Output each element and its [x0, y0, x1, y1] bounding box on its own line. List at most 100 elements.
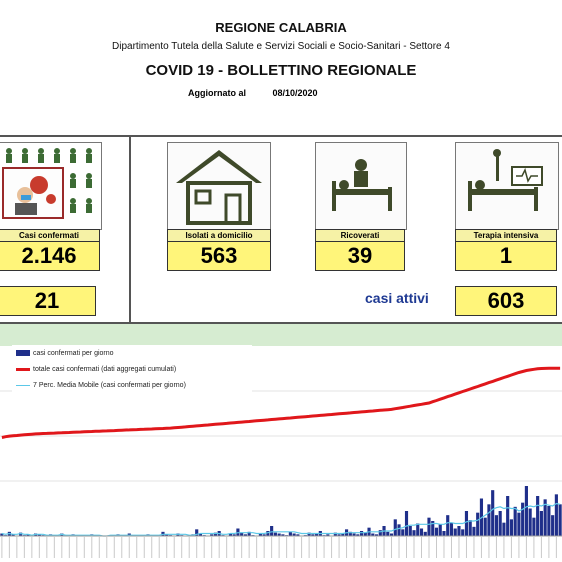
daily-cases-bar: [502, 522, 506, 536]
legend-item-moving-avg: 7 Perc. Media Mobile (casi confermati pe…: [16, 380, 186, 390]
daily-cases-bar: [442, 531, 446, 536]
daily-cases-bar: [539, 511, 543, 536]
daily-cases-bar: [333, 532, 337, 536]
daily-cases-bar: [232, 534, 236, 536]
daily-cases-bar: [393, 519, 397, 536]
daily-cases-bar: [547, 506, 551, 536]
daily-cases-bar: [449, 522, 454, 536]
daily-cases-bar: [266, 531, 270, 536]
daily-cases-bar: [296, 534, 300, 536]
intensive-care-illustration: [455, 142, 559, 230]
daily-cases-bar: [446, 515, 450, 536]
daily-cases-bar: [521, 502, 525, 536]
daily-cases-bar: [524, 486, 528, 536]
daily-cases-bar: [11, 534, 15, 536]
daily-cases-bar: [240, 532, 244, 536]
daily-cases-bar: [472, 526, 476, 536]
intensive-care-icon: [468, 149, 543, 211]
virus-people-icon: [0, 143, 101, 229]
daily-cases-bar: [423, 531, 427, 536]
hospitalized-illustration: [315, 142, 407, 230]
bulletin-title: COVID 19 - BOLLETTINO REGIONALE: [145, 62, 417, 79]
daily-cases-bar: [476, 512, 480, 536]
daily-cases-bar: [198, 533, 203, 536]
update-line: Aggiornato al 08/10/2020: [188, 88, 318, 98]
daily-cases-bar: [551, 515, 555, 536]
daily-cases-bar: [341, 533, 345, 536]
daily-cases-bar: [228, 533, 232, 536]
daily-cases-bar: [262, 534, 266, 536]
daily-cases-bar: [292, 533, 296, 536]
region-title: REGIONE CALABRIA: [215, 20, 347, 35]
daily-cases-bar: [0, 533, 4, 536]
daily-cases-bar: [270, 526, 274, 536]
daily-cases-bar: [374, 534, 379, 536]
daily-cases-bar: [464, 511, 469, 536]
daily-cases-bar: [359, 531, 364, 536]
daily-cases-bar: [356, 534, 360, 536]
daily-cases-bar: [554, 494, 558, 536]
daily-cases-bar: [404, 511, 409, 536]
daily-cases-bar: [494, 515, 499, 536]
daily-cases-bar: [543, 499, 547, 536]
confirmed-label: Casi confermati: [0, 229, 100, 241]
daily-cases-bar: [378, 530, 382, 536]
legend-item-cumulative: totale casi confermati (dati aggregati c…: [16, 364, 176, 374]
department-subtitle: Dipartimento Tutela della Salute e Servi…: [112, 41, 450, 52]
daily-cases-bar: [401, 529, 405, 536]
daily-cases-bar: [348, 531, 352, 536]
legend-item-daily: casi confermati per giorno: [16, 348, 114, 358]
chart-legend: casi confermati per giorno totale casi c…: [12, 345, 252, 395]
intensive-care-label: Terapia intensiva: [455, 229, 557, 241]
daily-cases-bar: [427, 517, 431, 536]
daily-cases-bar: [528, 508, 532, 536]
legend-label-moving-avg: 7 Perc. Media Mobile (casi confermati pe…: [33, 381, 186, 389]
daily-cases-bar: [165, 534, 169, 536]
hospitalized-label: Ricoverati: [315, 229, 405, 241]
cases-chart: [0, 366, 562, 558]
stats-frame: [0, 135, 562, 324]
daily-cases-bar: [386, 531, 390, 536]
daily-cases-bar: [532, 517, 536, 536]
daily-cases-bar: [258, 533, 262, 536]
daily-cases-bar: [281, 534, 285, 536]
updated-date: 08/10/2020: [272, 88, 318, 98]
daily-cases-bar: [461, 529, 465, 536]
confirmed-cases-illustration: [0, 142, 102, 230]
daily-cases-bar: [513, 506, 517, 536]
daily-cases-bar: [195, 529, 199, 536]
daily-cases-bar: [210, 534, 214, 536]
daily-cases-bar: [352, 533, 356, 536]
daily-cases-bar: [498, 511, 502, 536]
hospitalized-value: 39: [315, 241, 405, 271]
daily-cases-bar: [536, 496, 540, 536]
legend-label-daily: casi confermati per giorno: [33, 349, 114, 357]
divider-line: [129, 135, 131, 322]
daily-cases-bar: [326, 534, 330, 536]
daily-cases-bar: [273, 532, 277, 536]
daily-cases-bar: [408, 526, 412, 536]
daily-cases-bar: [491, 490, 495, 536]
daily-cases-bar: [457, 526, 461, 536]
cumulative-cases-line: [1, 366, 561, 439]
daily-cases-bar: [288, 531, 292, 536]
house-icon: [176, 150, 262, 225]
daily-cases-bar: [487, 504, 491, 536]
daily-cases-bar: [431, 521, 435, 536]
daily-cases-bar: [509, 519, 513, 536]
daily-cases-bar: [397, 524, 401, 536]
daily-cases-bar: [277, 533, 281, 536]
updated-label: Aggiornato al: [188, 88, 246, 98]
daily-cases-bar: [311, 534, 315, 536]
hospital-bed-icon: [332, 159, 392, 211]
chart-header-band: [0, 324, 562, 346]
daily-cases-bar: [363, 532, 367, 536]
home-illustration: [167, 142, 271, 230]
daily-cases-bar: [506, 496, 510, 536]
daily-cases-bar: [389, 533, 394, 536]
daily-cases-bar: [337, 534, 341, 536]
legend-swatch-cumulative: [16, 367, 30, 371]
active-cases-value: 603: [455, 286, 557, 316]
new-cases-value: 21: [0, 286, 96, 316]
moving-average-line: [1, 502, 561, 537]
